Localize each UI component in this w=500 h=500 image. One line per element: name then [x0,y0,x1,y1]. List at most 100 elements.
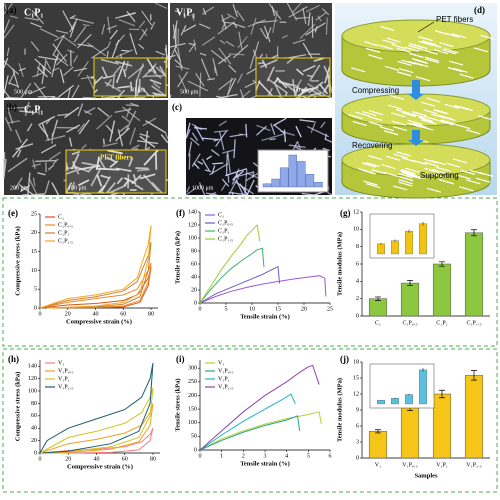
legend-label: V₁P₀.₅ [218,368,233,374]
data-line [40,403,153,453]
y-axis-label: Tensile stress (kPa) [174,231,181,284]
data-line [40,263,151,308]
histogram-bar [280,168,288,187]
y-tick-label: 200 [188,393,197,399]
y-tick-label: 100 [28,388,37,394]
sample-tag: V₁P₁ [176,7,195,18]
panel-label: (d) [474,5,485,15]
x-tick-label: 0 [199,453,202,459]
bar [433,264,451,316]
x-tick-label: V₁ [375,462,381,468]
y-tick-label: 0 [356,313,359,319]
y-tick-label: 12 [353,209,359,215]
y-tick-label: 140 [188,209,197,215]
data-line [200,394,295,450]
y-tick-label: 50 [191,434,197,440]
x-tick-label: C₁ [375,320,381,326]
step-label: Recovering [352,141,392,150]
fiber [113,77,114,88]
x-tick-label: 2 [242,453,245,459]
x-tick-label: 6 [329,453,332,459]
fiber [126,105,138,106]
panel-label: (g) [340,208,351,218]
y-tick-label: 6 [356,423,359,429]
legend-label: V₁P₁.₅ [218,384,233,390]
legend-label: C₁P₁ [58,230,70,236]
x-tick-label: 20 [301,306,307,312]
histogram-bar [263,184,271,187]
x-tick-label: 4 [285,453,288,459]
inset-bar [405,231,413,254]
y-tick-label: 0 [356,455,359,461]
legend-label: C₁P₁.₅ [58,238,73,244]
x-tick-label: 1 [220,453,223,459]
legend-label: C₁ [58,214,64,220]
panel-label: (j) [340,354,349,364]
y-tick-label: 40 [31,426,37,432]
y-axis-label: Tensile stress (kPa) [174,378,181,431]
y-axis-label: Compressive stress (kPa) [14,226,21,295]
y-tick-label: 12 [353,391,359,397]
x-tick-label: 10 [249,306,255,312]
legend-label: C₁P₀.₅ [218,220,233,226]
data-line [200,416,300,450]
inset-bar [419,224,427,254]
y-axis-label: Tensile modulus (MPa) [336,378,343,442]
inset-bar [419,370,427,404]
x-tick-label: 40 [93,456,99,462]
x-tick-label: V₁P₀.₅ [402,462,417,468]
x-axis-label: Compressive strain (%) [67,463,133,470]
scale-bar: 50 μm [294,87,310,93]
x-axis-label: Tensile strain (%) [240,313,290,320]
y-tick-label: 40 [191,274,197,280]
data-line [40,428,153,453]
fiber [258,63,265,64]
y-tick-label: 80 [31,401,37,407]
x-tick-label: C₁P₀.₅ [402,320,417,326]
inset-bar [377,400,385,404]
x-tick-label: V₁P₁ [436,462,448,468]
x-tick-label: C₁P₁.₅ [466,320,481,326]
fiber [104,139,105,145]
y-tick-label: 5 [34,287,37,293]
y-tick-label: 0 [194,300,197,306]
y-tick-label: 3 [356,439,359,445]
x-tick-label: 20 [65,456,71,462]
inset-bar [377,244,385,254]
x-axis-label: Tensile strain (%) [240,460,290,467]
sample-tag: C₁P₁ [24,104,43,115]
data-line [40,267,151,308]
legend-label: C₁P₀.₅ [58,222,73,228]
y-tick-label: 0 [34,305,37,311]
y-tick-label: 120 [28,376,37,382]
y-tick-label: 100 [188,235,197,241]
sample-tag: C₁P₁ [24,7,43,18]
bar [401,283,419,316]
inset-bar [391,241,399,254]
y-tick-label: 8 [356,244,359,250]
legend-label: V₁ [218,360,224,366]
y-tick-label: 15 [353,375,359,381]
bar [465,375,483,458]
panel-label: (b) [6,102,17,112]
y-tick-label: 9 [356,407,359,413]
histogram-bar [297,161,305,187]
x-tick-label: 3 [264,453,267,459]
x-tick-label: 40 [93,311,99,317]
y-tick-label: 0 [194,447,197,453]
fiber [35,161,56,162]
x-tick-label: 5 [225,306,228,312]
panel-label: (h) [8,354,19,364]
legend-label: V₁P₀.₅ [58,368,73,374]
panel-label: (e) [8,208,18,218]
legend-label: V₁P₁.₅ [58,384,73,390]
histogram-bar [272,179,280,187]
y-tick-label: 20 [191,287,197,293]
data-line [200,412,321,450]
inset-bar [405,395,413,405]
step-label: Supporting [420,171,459,180]
scale-bar: 500 μm [180,89,199,95]
x-tick-label: 60 [120,311,126,317]
x-tick-label: 60 [122,456,128,462]
